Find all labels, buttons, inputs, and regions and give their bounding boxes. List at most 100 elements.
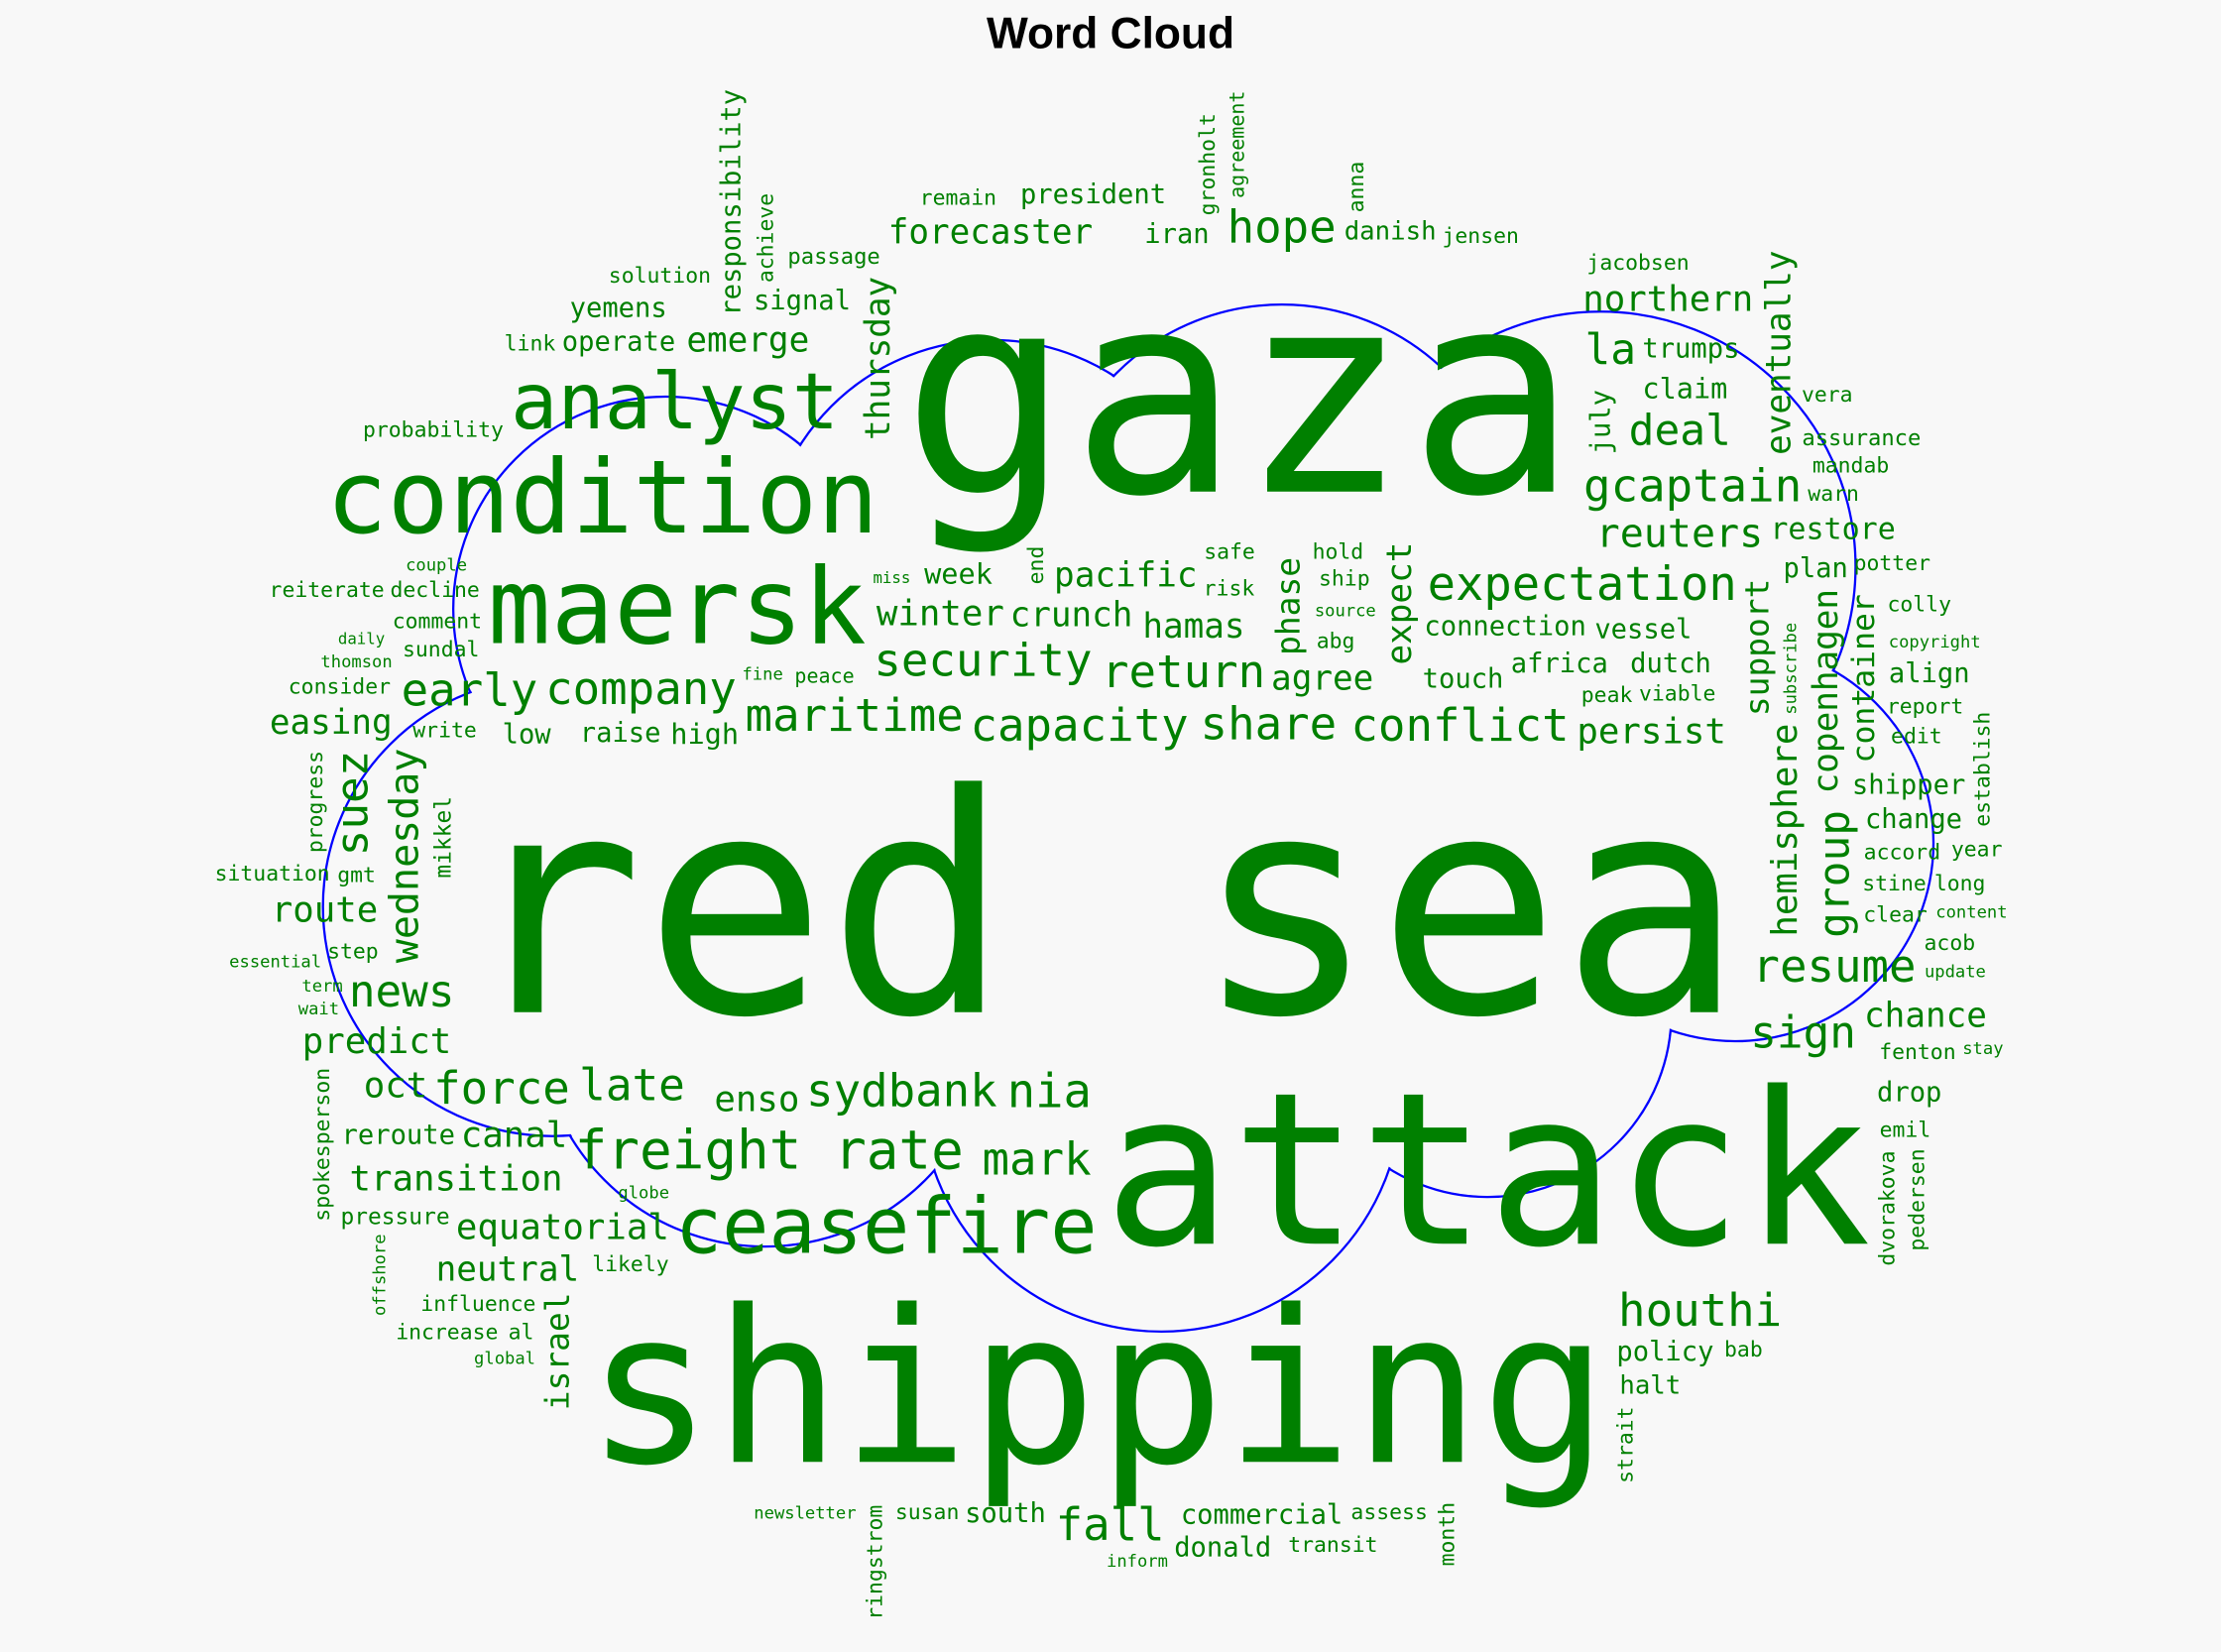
word-write: write [412,717,477,744]
word-company: company [545,661,737,716]
word-return: return [1102,645,1266,699]
word-bab: bab [1724,1337,1763,1362]
word-probability: probability [362,416,504,442]
word-news: news [348,966,455,1018]
word-clear: clear [1863,901,1928,928]
word-plan: plan [1783,552,1848,584]
word-late: late [579,1060,685,1113]
word-july: july [1585,389,1618,455]
word-comment: comment [392,609,483,635]
word-la: la [1584,325,1637,376]
word-jensen: jensen [1442,223,1519,250]
word-ringstrom: ringstrom [862,1504,887,1620]
word-agree: agree [1271,658,1374,699]
cloud-fill [553,468,1203,1119]
word-yemens: yemens [569,292,667,324]
word-anna: anna [1343,162,1369,213]
word-acob: acob [1924,930,1976,957]
word-forecaster: forecaster [887,211,1094,252]
word-red-sea: red sea [460,728,1744,1085]
word-thursday: thursday [858,276,898,441]
word-shipper: shipper [1851,769,1966,801]
word-conflict: conflict [1350,698,1570,754]
word-increase: increase [396,1319,499,1345]
word-stay: stay [1962,1037,2004,1058]
word-copyright: copyright [1888,631,1981,651]
word-assess: assess [1350,1498,1428,1525]
word-long: long [1933,871,1986,896]
word-globe: globe [618,1183,670,1204]
word-inform: inform [1107,1551,1168,1572]
word-safe: safe [1204,538,1255,565]
word-emerge: emerge [686,319,810,360]
word-danish: danish [1344,216,1437,247]
word-sundal: sundal [403,637,480,663]
word-mandab: mandab [1812,453,1890,479]
word-hope: hope [1227,199,1337,254]
word-offshore: offshore [369,1234,390,1317]
word-agreement: agreement [1227,90,1250,198]
word-miss: miss [873,568,911,588]
word-passage: passage [787,244,880,271]
word-decline: decline [390,576,480,603]
word-capacity: capacity [970,698,1189,753]
word-situation: situation [214,860,330,886]
word-iran: iran [1144,218,1210,250]
word-northern: northern [1582,278,1754,319]
word-connection: connection [1424,612,1586,644]
word-global: global [474,1349,535,1369]
word-abg: abg [1316,628,1355,654]
word-raise: raise [579,717,661,749]
word-fenton: fenton [1879,1038,1956,1065]
word-potter: potter [1853,549,1931,576]
word-nia: nia [1006,1062,1092,1119]
word-al: al [508,1319,534,1346]
word-sydbank: sydbank [806,1064,997,1119]
word-deal: deal [1628,406,1731,456]
word-newsletter: newsletter [754,1502,857,1523]
word-gmt: gmt [337,861,376,887]
word-content: content [1935,902,2008,923]
word-viable: viable [1638,679,1716,706]
word-week: week [924,556,993,592]
word-high: high [670,716,740,751]
word-container: container [1846,594,1883,764]
word-maersk: maersk [487,546,867,669]
word-solution: solution [608,263,712,289]
word-route: route [271,888,379,930]
word-influence: influence [420,1290,536,1317]
word-step: step [327,938,379,965]
word-colly: colly [1887,591,1951,618]
word-low: low [502,718,551,751]
word-persist: persist [1577,709,1726,752]
word-report: report [1886,693,1964,719]
word-resume: resume [1752,939,1917,994]
word-edit: edit [1891,723,1942,749]
word-warn: warn [1808,481,1859,507]
word-restore: restore [1770,512,1896,546]
word-ceasefire: ceasefire [674,1180,1098,1272]
word-enso: enso [714,1078,800,1121]
cloud-fill [1092,440,1741,1090]
word-establish: establish [1969,711,1996,827]
word-gcaptain: gcaptain [1583,458,1803,514]
word-vessel: vessel [1594,614,1693,646]
word-stine: stine [1862,870,1927,896]
word-thomson: thomson [320,650,393,671]
word-peak: peak [1580,681,1633,708]
word-dvorakova: dvorakova [1875,1150,1901,1266]
word-condition: condition [325,438,879,558]
word-south: south [965,1498,1046,1530]
word-president: president [1019,178,1167,211]
word-transition: transition [349,1157,563,1199]
word-expect: expect [1379,542,1420,666]
word-wednesday: wednesday [380,748,427,964]
word-source: source [1314,600,1376,621]
word-responsibility: responsibility [716,88,748,316]
word-share: share [1200,697,1338,752]
word-commercial: commercial [1180,1498,1344,1531]
word-israel: israel [539,1292,577,1410]
word-mikkel: mikkel [428,795,456,879]
word-risk: risk [1203,576,1255,602]
